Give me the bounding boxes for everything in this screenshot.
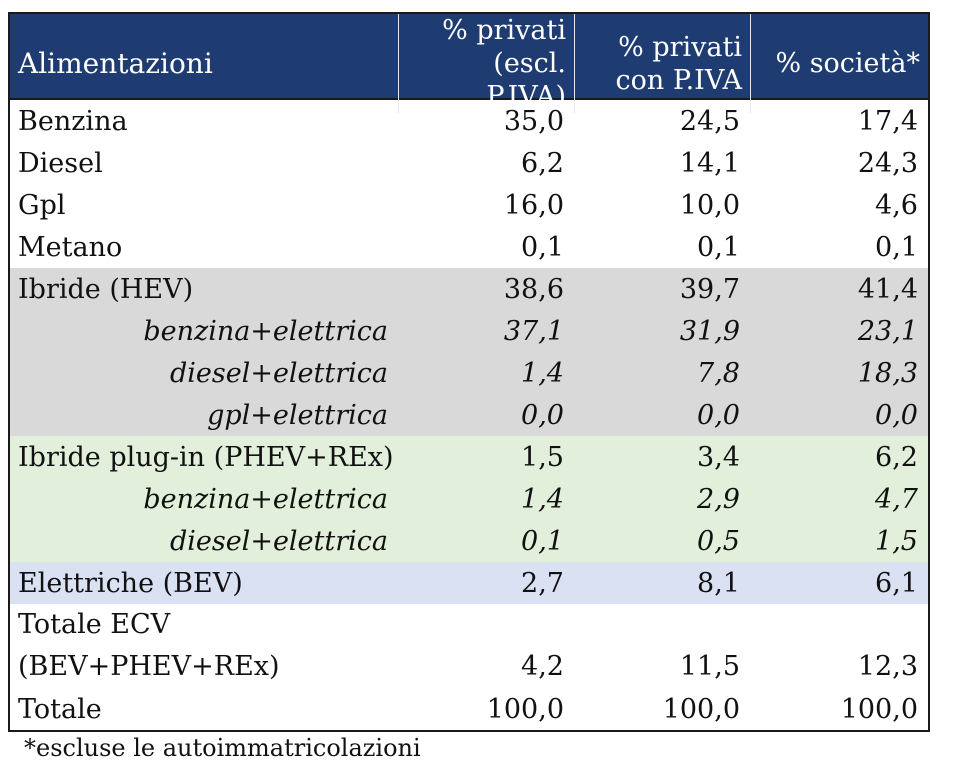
- cell-value: 1,5: [875, 525, 918, 557]
- cell-value: 39,7: [679, 273, 740, 305]
- table-row-phev-benzina-elettrica: benzina+elettrica 1,4 2,9 4,7: [10, 478, 928, 520]
- header-line: % privati: [442, 15, 566, 46]
- row-label: Benzina: [18, 105, 128, 137]
- table-row-totale-ecv: Totale ECV (BEV+PHEV+REx) 4,2 11,5 12,3: [10, 604, 928, 688]
- cell-value: 7,8: [697, 357, 740, 389]
- row-label: Totale: [18, 693, 102, 725]
- cell-value: 4,7: [875, 483, 918, 515]
- cell-value: 0,1: [697, 231, 740, 263]
- cell-value: 12,3: [857, 651, 918, 682]
- cell-value: 31,9: [679, 315, 740, 347]
- header-line: % privati: [618, 31, 742, 63]
- row-label: Ibride (HEV): [18, 273, 194, 305]
- cell-value: 8,1: [697, 567, 740, 599]
- header-alimentazioni: Alimentazioni: [18, 47, 213, 80]
- cell-value: 18,3: [857, 357, 918, 389]
- cell-value: 41,4: [857, 273, 918, 305]
- row-label: Elettriche (BEV): [18, 567, 243, 599]
- table-header: Alimentazioni % privati (escl. P.IVA) % …: [10, 14, 928, 113]
- row-label-line: (BEV+PHEV+REx): [18, 651, 280, 682]
- table-row-diesel: Diesel 6,2 14,1 24,3: [10, 142, 928, 184]
- header-line: con P.IVA: [615, 64, 742, 96]
- cell-value: 0,1: [521, 231, 564, 263]
- row-label-line: Totale ECV: [18, 609, 171, 640]
- cell-value: 0,1: [521, 525, 564, 557]
- cell-value: 4,2: [521, 651, 564, 682]
- row-label: Ibride plug-in (PHEV+REx): [18, 441, 394, 473]
- cell-value: 0,5: [697, 525, 740, 557]
- row-label: Totale ECV (BEV+PHEV+REx): [10, 604, 398, 688]
- cell-value: 23,1: [857, 315, 918, 347]
- cell-value: 2,9: [697, 483, 740, 515]
- table-row-benzina: Benzina 35,0 24,5 17,4: [10, 100, 928, 142]
- cell-value: 6,1: [875, 567, 918, 599]
- header-privati-con-piva: % privati con P.IVA: [574, 14, 750, 113]
- cell-value: 0,0: [875, 399, 918, 431]
- cell-value: 100,0: [486, 693, 564, 725]
- table-row-hev-gpl-elettrica: gpl+elettrica 0,0 0,0 0,0: [10, 394, 928, 436]
- row-label: Metano: [18, 231, 123, 263]
- cell-value: 10,0: [679, 189, 740, 221]
- table-row-gpl: Gpl 16,0 10,0 4,6: [10, 184, 928, 226]
- cell-value: 11,5: [679, 651, 740, 682]
- cell-value: 24,5: [679, 105, 740, 137]
- cell-value: 1,5: [521, 441, 564, 473]
- cell-value: 24,3: [857, 147, 918, 179]
- cell-value: 37,1: [503, 315, 564, 347]
- row-label: Diesel: [18, 147, 103, 179]
- cell-value: 0,1: [875, 231, 918, 263]
- cell-value: 2,7: [521, 567, 564, 599]
- cell-value: 6,2: [875, 441, 918, 473]
- table-row-hev-benzina-elettrica: benzina+elettrica 37,1 31,9 23,1: [10, 310, 928, 352]
- row-label: benzina+elettrica: [143, 483, 388, 515]
- row-label: diesel+elettrica: [169, 357, 388, 389]
- data-table: Alimentazioni % privati (escl. P.IVA) % …: [8, 12, 930, 732]
- cell-value: 17,4: [857, 105, 918, 137]
- cell-value: 1,4: [521, 357, 564, 389]
- cell-value: 38,6: [503, 273, 564, 305]
- cell-value: 100,0: [662, 693, 740, 725]
- cell-value: 6,2: [521, 147, 564, 179]
- table-row-totale: Totale 100,0 100,0 100,0: [10, 688, 928, 730]
- row-label: diesel+elettrica: [169, 525, 388, 557]
- cell-value: 0,0: [521, 399, 564, 431]
- cell-value: 0,0: [697, 399, 740, 431]
- row-label: Gpl: [18, 189, 66, 221]
- header-societa: % società*: [750, 14, 928, 113]
- footnote: *escluse le autoimmatricolazioni: [24, 734, 421, 762]
- table-row-elettriche-bev: Elettriche (BEV) 2,7 8,1 6,1: [10, 562, 928, 604]
- row-label: gpl+elettrica: [207, 399, 388, 431]
- cell-value: 3,4: [697, 441, 740, 473]
- table-row-metano: Metano 0,1 0,1 0,1: [10, 226, 928, 268]
- cell-value: 4,6: [875, 189, 918, 221]
- cell-value: 35,0: [503, 105, 564, 137]
- table-row-ibride-hev: Ibride (HEV) 38,6 39,7 41,4: [10, 268, 928, 310]
- header-privati-escl-piva: % privati (escl. P.IVA): [398, 14, 574, 113]
- cell-value: 14,1: [679, 147, 740, 179]
- table-row-phev-diesel-elettrica: diesel+elettrica 0,1 0,5 1,5: [10, 520, 928, 562]
- table-row-hev-diesel-elettrica: diesel+elettrica 1,4 7,8 18,3: [10, 352, 928, 394]
- row-label: benzina+elettrica: [143, 315, 388, 347]
- header-line: (escl. P.IVA): [486, 48, 566, 112]
- cell-value: 16,0: [503, 189, 564, 221]
- cell-value: 1,4: [521, 483, 564, 515]
- table-row-ibride-plug-in: Ibride plug-in (PHEV+REx) 1,5 3,4 6,2: [10, 436, 928, 478]
- cell-value: 100,0: [840, 693, 918, 725]
